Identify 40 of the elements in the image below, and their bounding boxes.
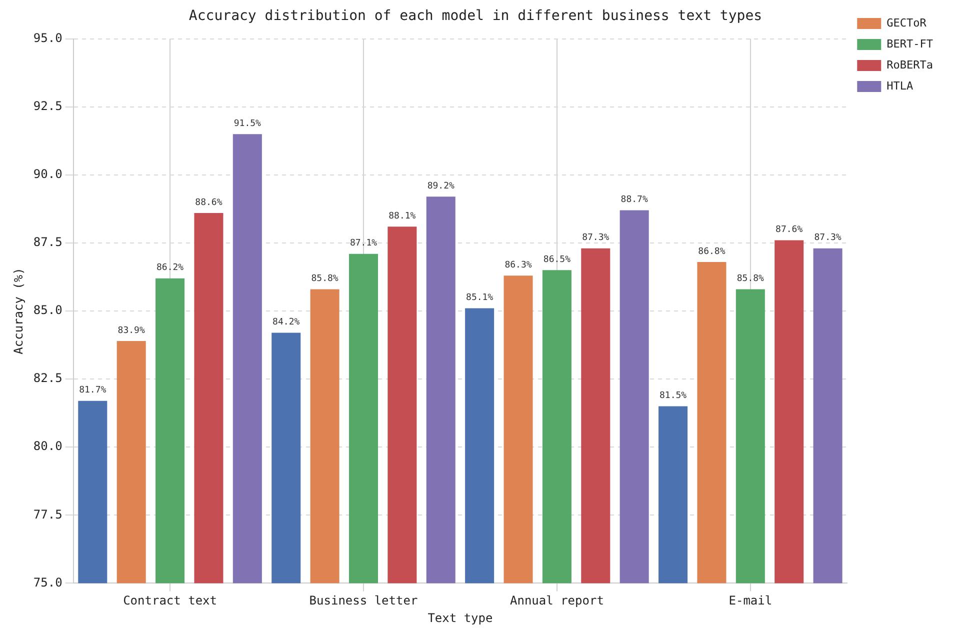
chart-title: Accuracy distribution of each model in different business text types bbox=[188, 8, 762, 24]
data-label: 88.6% bbox=[195, 198, 223, 208]
y-tick-label: 75.0 bbox=[33, 575, 62, 590]
data-label: 86.3% bbox=[504, 260, 532, 270]
y-axis-title: Accuracy (%) bbox=[11, 268, 26, 354]
legend-label: HTLA bbox=[886, 79, 914, 92]
data-label: 87.6% bbox=[776, 225, 804, 236]
data-label: 88.7% bbox=[620, 195, 648, 206]
legend-label: GECToR bbox=[886, 16, 927, 30]
y-tick-label: 85.0 bbox=[33, 303, 62, 318]
legend-label: RoBERTa bbox=[886, 58, 933, 72]
y-tick-label: 82.5 bbox=[33, 371, 62, 386]
data-label: 86.8% bbox=[698, 246, 726, 257]
data-label: 87.3% bbox=[814, 233, 842, 244]
y-tick-label: 92.5 bbox=[33, 98, 62, 113]
y-tick-label: 77.5 bbox=[33, 507, 62, 522]
data-label: 86.5% bbox=[543, 255, 572, 266]
x-axis-title: Text type bbox=[428, 610, 493, 625]
y-tick-label: 80.0 bbox=[33, 439, 62, 454]
data-label: 83.9% bbox=[118, 326, 146, 336]
data-label: 88.1% bbox=[388, 211, 416, 222]
x-tick-label: E-mail bbox=[728, 594, 772, 608]
data-label: 85.1% bbox=[466, 293, 494, 304]
x-tick-label: Contract text bbox=[123, 594, 217, 608]
x-tick-label: Annual report bbox=[510, 594, 604, 608]
data-label: 84.2% bbox=[272, 318, 300, 328]
data-label: 85.8% bbox=[736, 274, 765, 284]
data-label: 86.2% bbox=[156, 263, 184, 274]
data-label: 89.2% bbox=[427, 182, 455, 192]
data-label: 87.1% bbox=[350, 238, 378, 249]
data-label: 87.3% bbox=[582, 233, 610, 244]
legend-label: BERT-FT bbox=[886, 37, 934, 50]
data-label: 81.5% bbox=[659, 391, 688, 402]
data-label: 81.7% bbox=[79, 386, 107, 396]
data-label: 91.5% bbox=[234, 118, 262, 129]
y-tick-label: 90.0 bbox=[33, 167, 62, 182]
x-tick-label: Business letter bbox=[309, 594, 418, 608]
y-tick-label: 95.0 bbox=[33, 30, 62, 45]
data-label: 85.8% bbox=[311, 274, 339, 284]
y-tick-label: 87.5 bbox=[33, 235, 62, 250]
